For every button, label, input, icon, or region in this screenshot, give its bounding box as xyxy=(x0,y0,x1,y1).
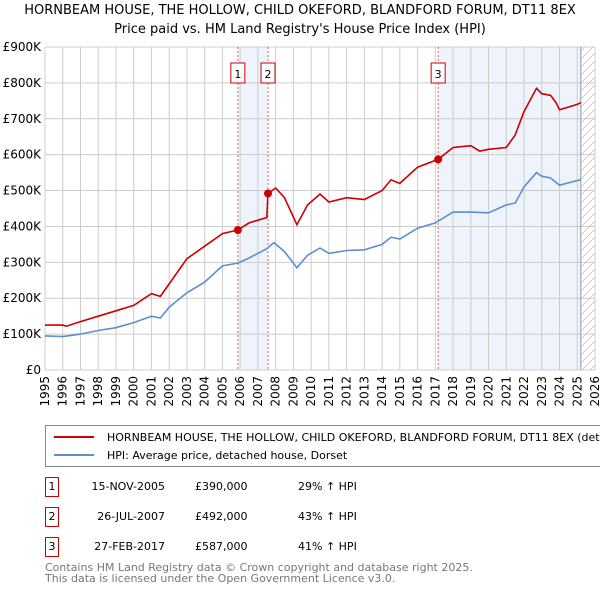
x-tick-label: 1999 xyxy=(109,376,123,407)
x-tick-label: 2022 xyxy=(517,376,531,407)
x-tick-label: 2021 xyxy=(499,376,513,407)
y-tick-label: £900K xyxy=(3,40,43,54)
x-tick-label: 2010 xyxy=(304,376,318,407)
sale-label-text: 2 xyxy=(265,68,272,81)
x-tick-label: 2026 xyxy=(588,376,600,407)
x-tick-label: 2003 xyxy=(180,376,194,407)
legend-swatch-hpi xyxy=(54,454,94,456)
x-tick-label: 2015 xyxy=(393,376,407,407)
x-tick-label: 2000 xyxy=(127,376,141,407)
future-hatch-region xyxy=(580,47,595,370)
footer-copyright: Contains HM Land Registry data © Crown c… xyxy=(45,561,473,574)
price-chart: 1995 1996 1997 1998 1999 2000 2001 2002 2003 2004… xyxy=(3,40,600,407)
sale-date: 27-FEB-2017 xyxy=(94,540,165,553)
property-price-line xyxy=(45,86,582,328)
x-tick-label: 2007 xyxy=(251,376,265,407)
x-tick-label: 2024 xyxy=(553,376,567,407)
sale-price: £390,000 xyxy=(195,480,248,493)
x-tick-label: 2016 xyxy=(411,376,425,407)
sale-label-text: 1 xyxy=(234,68,241,81)
sale-date: 26-JUL-2007 xyxy=(97,510,165,523)
sale-point xyxy=(233,226,242,235)
sale-number-badge: 2 xyxy=(45,507,59,527)
sale-label-box xyxy=(260,62,276,84)
sale-row: 3 27-FEB-2017 £587,000 41% ↑ HPI xyxy=(45,537,445,557)
x-tick-label: 2019 xyxy=(464,376,478,407)
sale-label-box xyxy=(430,62,446,84)
y-tick-label: £100K xyxy=(3,327,43,341)
x-tick-label: 2017 xyxy=(428,376,442,407)
sale-label-text: 3 xyxy=(435,68,442,81)
sale-hpi-change: 43% ↑ HPI xyxy=(298,510,357,523)
legend-swatch-property xyxy=(54,436,94,438)
shaded-period xyxy=(438,47,581,370)
x-tick-label: 2008 xyxy=(269,376,283,407)
x-tick-label: 2012 xyxy=(340,376,354,407)
legend-label-hpi: HPI: Average price, detached house, Dors… xyxy=(107,448,348,462)
legend-label-property: HORNBEAM HOUSE, THE HOLLOW, CHILD OKEFOR… xyxy=(107,430,600,444)
x-tick-label: 2009 xyxy=(286,376,300,407)
x-tick-label: 1997 xyxy=(73,376,87,407)
legend: HORNBEAM HOUSE, THE HOLLOW, CHILD OKEFOR… xyxy=(45,425,600,467)
x-tick-label: 2023 xyxy=(535,376,549,407)
legend-item-hpi: HPI: Average price, detached house, Dors… xyxy=(54,447,347,463)
x-tick-label: 1995 xyxy=(38,376,52,407)
y-tick-label: £400K xyxy=(3,219,43,233)
sale-hpi-change: 29% ↑ HPI xyxy=(298,480,357,493)
sale-number-badge: 3 xyxy=(45,537,59,557)
sale-point xyxy=(434,155,443,164)
x-tick-label: 2002 xyxy=(162,376,176,407)
x-tick-label: 1996 xyxy=(56,376,70,407)
y-tick-label: £500K xyxy=(3,184,43,198)
x-tick-label: 2006 xyxy=(233,376,247,407)
x-tick-label: 2025 xyxy=(570,376,584,407)
x-tick-label: 2014 xyxy=(375,376,389,407)
chart-subtitle: Price paid vs. HM Land Registry's House … xyxy=(114,22,486,37)
sale-point xyxy=(264,189,273,198)
x-tick-label: 2020 xyxy=(482,376,496,407)
hpi-line xyxy=(44,171,581,338)
legend-item-property: HORNBEAM HOUSE, THE HOLLOW, CHILD OKEFOR… xyxy=(54,429,600,445)
y-tick-label: £0 xyxy=(26,363,41,377)
x-tick-label: 2011 xyxy=(322,376,336,407)
x-tick-label: 1998 xyxy=(91,376,105,407)
chart-title: HORNBEAM HOUSE, THE HOLLOW, CHILD OKEFOR… xyxy=(24,3,576,18)
x-tick-label: 2005 xyxy=(215,376,229,407)
sale-number-badge: 1 xyxy=(45,477,59,497)
x-tick-label: 2001 xyxy=(144,376,158,407)
sale-hpi-change: 41% ↑ HPI xyxy=(298,540,357,553)
footer-licence: This data is licensed under the Open Gov… xyxy=(45,572,396,585)
x-tick-label: 2004 xyxy=(198,376,212,407)
sale-row: 1 15-NOV-2005 £390,000 29% ↑ HPI xyxy=(45,477,445,497)
sale-price: £492,000 xyxy=(195,510,248,523)
x-tick-label: 2013 xyxy=(357,376,371,407)
y-tick-label: £800K xyxy=(3,76,43,90)
shaded-period xyxy=(237,47,269,370)
sale-price: £587,000 xyxy=(195,540,248,553)
y-tick-label: £200K xyxy=(3,291,43,305)
x-tick-label: 2018 xyxy=(446,376,460,407)
y-tick-label: £600K xyxy=(3,148,43,162)
y-tick-label: £300K xyxy=(3,255,43,269)
y-tick-label: £700K xyxy=(3,112,43,126)
sale-date: 15-NOV-2005 xyxy=(91,480,165,493)
sale-row: 2 26-JUL-2007 £492,000 43% ↑ HPI xyxy=(45,507,445,527)
sale-label-box xyxy=(230,62,246,84)
